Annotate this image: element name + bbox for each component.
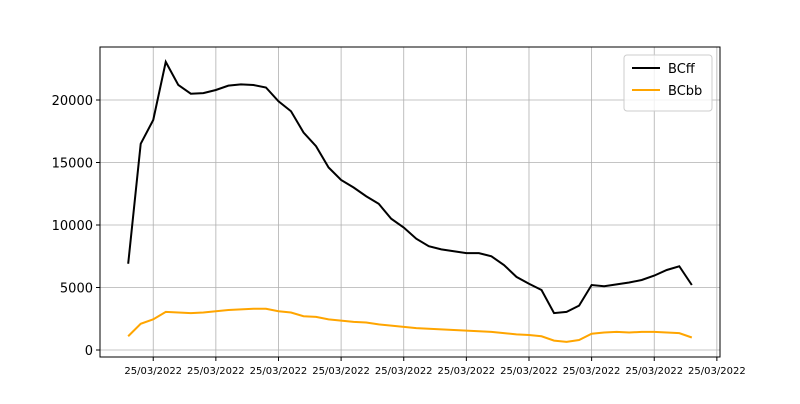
x-tick-label: 25/03/2022 xyxy=(187,366,245,377)
x-tick-label: 25/03/2022 xyxy=(124,366,182,377)
line-series xyxy=(127,59,693,315)
x-tick-label: 25/03/2022 xyxy=(438,366,496,377)
y-tick-label: 10000 xyxy=(52,219,93,234)
x-tick-label: 25/03/2022 xyxy=(625,366,683,377)
line-series xyxy=(127,307,693,343)
x-tick-label: 25/03/2022 xyxy=(563,366,621,377)
x-tick-label: 25/03/2022 xyxy=(312,366,370,377)
legend-label: BCff xyxy=(668,62,696,77)
x-tick-label: 25/03/2022 xyxy=(500,366,558,377)
y-tick-label: 15000 xyxy=(52,157,93,172)
x-tick-label: 25/03/2022 xyxy=(688,366,746,377)
x-tick-label: 25/03/2022 xyxy=(250,366,308,377)
x-tick-label: 25/03/2022 xyxy=(375,366,433,377)
y-tick-label: 5000 xyxy=(60,282,93,297)
legend-label: BCbb xyxy=(668,84,702,99)
plot-frame xyxy=(99,46,721,358)
y-tick-label: 20000 xyxy=(52,94,93,109)
y-tick-label: 0 xyxy=(85,344,93,359)
legend: BCff BCbb xyxy=(623,54,713,112)
